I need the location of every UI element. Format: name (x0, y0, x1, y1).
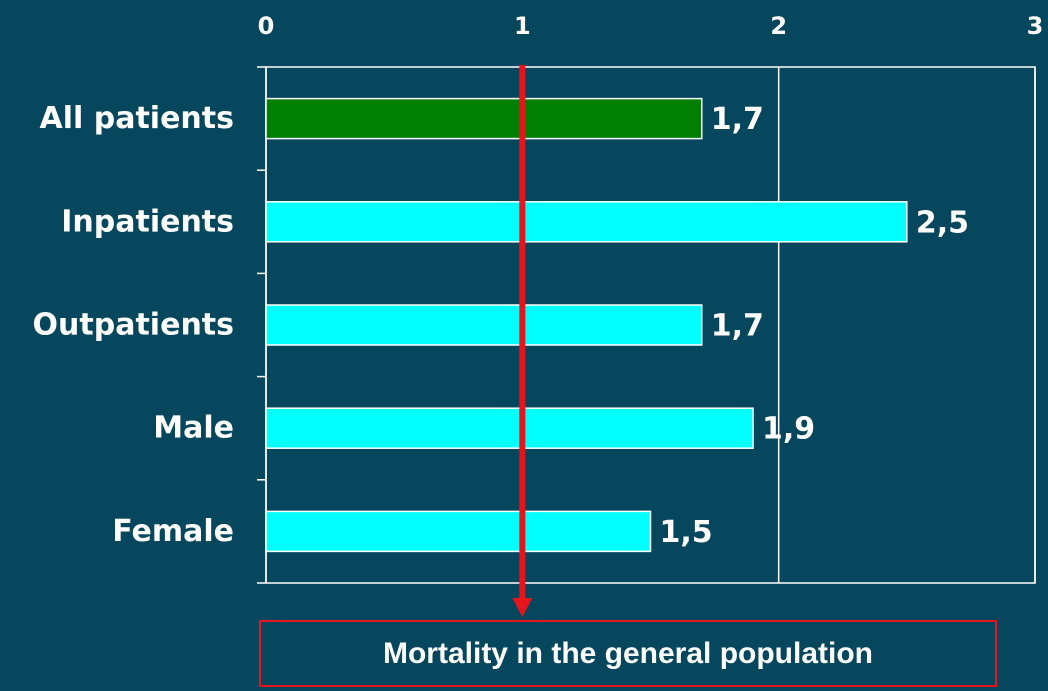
y-tick-label: Female (112, 514, 234, 549)
x-tick-label: 2 (770, 12, 787, 40)
value-label: 1,5 (660, 515, 713, 550)
annotation-box (259, 620, 997, 687)
y-tick-label: Inpatients (61, 204, 234, 239)
bar (265, 407, 754, 449)
bar (265, 201, 908, 243)
value-label: 1,7 (711, 309, 764, 344)
bar (265, 97, 703, 140)
value-label: 1,9 (762, 412, 815, 447)
y-tick-label: Outpatients (33, 308, 234, 343)
bar (265, 510, 652, 553)
x-tick-label: 0 (258, 12, 275, 40)
y-tick-label: Male (153, 411, 234, 446)
reference-arrow (512, 598, 533, 617)
value-label: 2,5 (916, 205, 969, 240)
annotation: Mortality in the general population (383, 637, 873, 670)
value-label: 1,7 (711, 102, 764, 137)
x-tick-label: 3 (1027, 12, 1044, 40)
bar (265, 304, 703, 346)
y-tick-label: All patients (40, 101, 234, 136)
x-tick-label: 1 (514, 12, 531, 40)
